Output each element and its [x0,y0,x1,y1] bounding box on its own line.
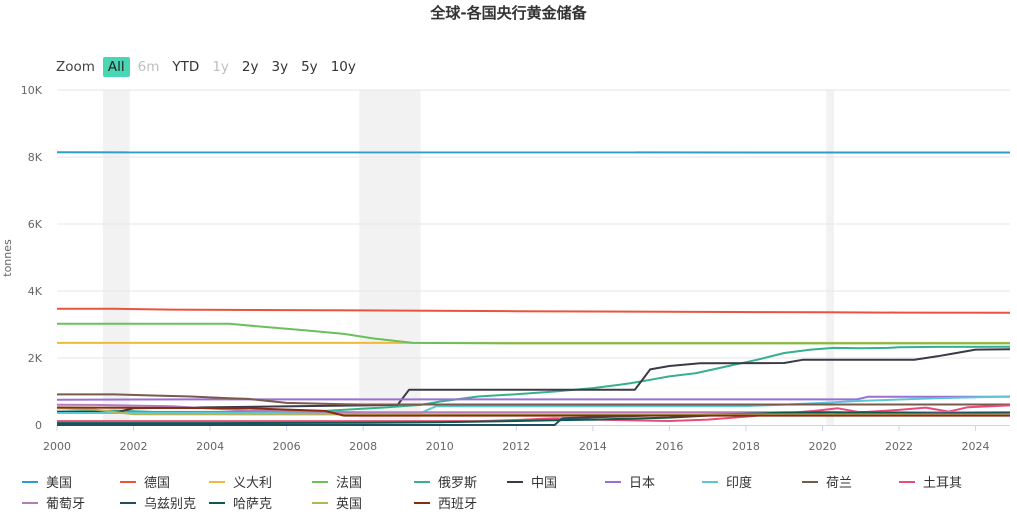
x-tick-label: 2004 [196,440,224,453]
y-tick-label: 2K [28,352,43,365]
y-tick-label: 4K [28,285,43,298]
x-tick-label: 2018 [732,440,760,453]
legend-item-2[interactable]: 德国 [120,472,170,491]
legend-item-8[interactable]: 印度 [702,472,752,491]
x-tick-label: 2012 [502,440,530,453]
legend-swatch [209,480,225,483]
legend-swatch [702,480,718,483]
legend-label: 哈萨克 [233,497,273,512]
series-line-4 [57,322,1010,345]
range-button-3y[interactable]: 3y [271,59,289,75]
legend-item-11[interactable]: 葡萄牙 [22,493,85,512]
x-tick-label: 2014 [579,440,607,453]
legend-label: 西班牙 [438,497,478,512]
legend-item-3[interactable]: 义大利 [209,472,272,491]
legend-label: 日本 [629,476,656,491]
legend-item-7[interactable]: 日本 [605,472,655,491]
legend-swatch [209,501,225,504]
series-line-14 [56,407,1011,416]
series-line-15 [56,406,1010,417]
legend-swatch [414,501,430,504]
y-axis-title: tonnes [1,239,14,277]
legend-label: 印度 [726,476,753,491]
legend-swatch [414,480,430,483]
x-tick-label: 2024 [962,440,990,453]
legend-swatch [312,480,328,483]
range-selector: Zoom All 6m YTD 1y 2y 3y 5y 10y [56,56,364,78]
legend-item-14[interactable]: 英国 [312,493,362,512]
legend-label: 德国 [144,476,171,491]
legend-item-10[interactable]: 土耳其 [899,472,962,491]
legend-swatch [802,480,818,483]
x-tick-label: 2008 [349,440,377,453]
legend-item-5[interactable]: 俄罗斯 [414,472,477,491]
range-button-1y: 1y [212,59,229,75]
x-tick-label: 2006 [273,440,301,453]
shaded-period-1 [359,90,421,425]
x-tick-label: 2022 [885,440,913,453]
shaded-period-0 [102,90,130,425]
legend-item-6[interactable]: 中国 [507,472,557,491]
legend-label: 乌兹别克 [144,497,197,512]
legend-label: 义大利 [233,476,273,491]
legend-label: 俄罗斯 [438,476,478,491]
zoom-label: Zoom [56,59,95,75]
legend-swatch [605,480,621,483]
series-line-9 [57,393,1010,406]
legend-swatch [312,501,328,504]
series-line-11 [56,403,1010,414]
x-tick-label: 2020 [808,440,836,453]
legend-swatch [507,480,523,483]
series-line-7 [56,395,1010,401]
shaded-period-2 [826,90,834,425]
legend-swatch [899,480,915,483]
legend-label: 土耳其 [923,476,963,491]
legend-label: 葡萄牙 [46,497,86,512]
y-tick-label: 8K [28,151,43,164]
legend-swatch [22,480,38,483]
series-line-2 [57,307,1011,314]
legend-item-15[interactable]: 西班牙 [414,493,477,512]
x-tick-label: 2016 [655,440,683,453]
range-button-2y[interactable]: 2y [241,59,259,75]
series-line-5 [56,345,1011,413]
y-tick-label: 0 [35,419,42,432]
range-button-6m: 6m [137,59,160,75]
range-button-ytd[interactable]: YTD [172,59,200,75]
range-button-10y[interactable]: 10y [330,59,356,75]
legend-label: 法国 [336,476,363,491]
chart-title: 全球-各国央行黄金储备 [430,4,587,22]
y-tick-label: 10K [21,84,43,97]
legend-label: 中国 [531,476,558,491]
x-tick-label: 2002 [120,440,148,453]
series-line-6 [57,348,1011,413]
legend-label: 荷兰 [826,476,853,491]
legend-item-13[interactable]: 哈萨克 [209,493,272,512]
legend-swatch [120,501,136,504]
range-button-5y[interactable]: 5y [301,59,318,75]
legend-swatch [22,501,38,504]
legend-label: 英国 [336,497,363,512]
legend-item-4[interactable]: 法国 [312,472,362,491]
legend-item-12[interactable]: 乌兹别克 [120,493,196,512]
series-line-13 [57,411,1011,425]
legend-item-9[interactable]: 荷兰 [802,472,852,491]
range-button-all[interactable]: All [102,57,130,77]
legend-swatch [120,480,136,483]
x-tick-label: 2000 [43,440,71,453]
legend-label: 美国 [46,476,73,491]
x-tick-label: 2010 [426,440,454,453]
legend-item-1[interactable]: 美国 [22,472,72,491]
y-tick-label: 6K [28,218,43,231]
